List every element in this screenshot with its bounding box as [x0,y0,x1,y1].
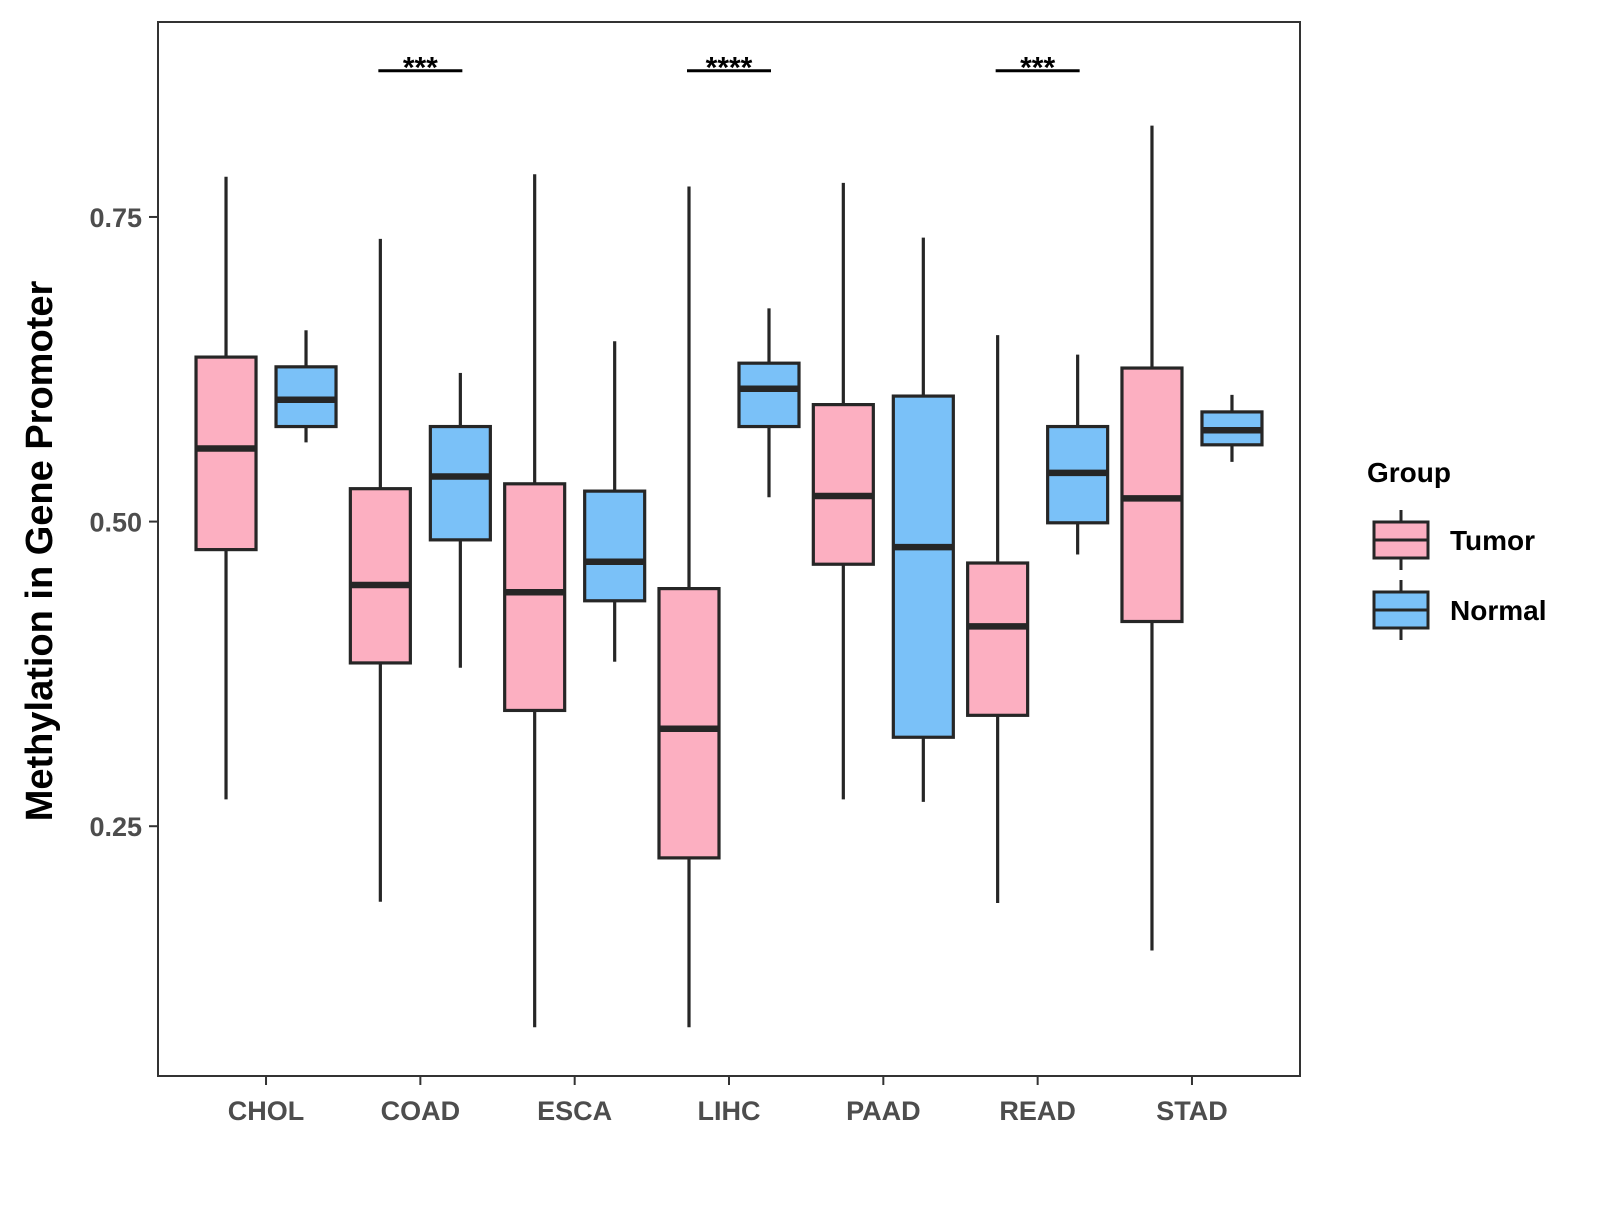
y-axis: 0.25 0.50 0.75 [89,203,158,842]
significance-read: *** [995,52,1080,85]
legend-title: Group [1367,457,1451,488]
box-normal-read [1046,354,1110,555]
y-tick-label: 0.50 [89,508,142,538]
box-iqr [737,361,801,429]
x-axis: CHOL COAD ESCA LIHC PAAD READ STAD [228,1076,1228,1126]
box-iqr [966,561,1030,717]
legend: Group Tumor Normal [1367,457,1546,640]
x-tick-label: PAAD [846,1096,921,1126]
box-tumor-paad [811,182,875,800]
box-iqr [657,587,721,860]
box-iqr [503,482,567,713]
x-tick-label: READ [999,1096,1076,1126]
box-iqr [811,403,875,566]
box-tumor-esca [503,174,567,1028]
x-tick-label: COAD [381,1096,461,1126]
annotations-layer: *** **** *** [378,52,1080,85]
box-tumor-stad [1120,125,1184,951]
x-tick-label: STAD [1156,1096,1228,1126]
box-tumor-read [966,335,1030,903]
box-tumor-lihc [657,186,721,1028]
y-tick-label: 0.25 [89,812,142,842]
significance-label: **** [706,52,753,85]
legend-item-tumor: Tumor [1372,510,1535,570]
significance-lihc: **** [687,52,771,85]
legend-label: Tumor [1450,525,1535,556]
y-axis-title: Methylation in Gene Promoter [19,281,61,822]
box-iqr [348,487,412,665]
significance-label: *** [403,52,438,85]
box-iqr [428,424,492,542]
box-iqr [1120,366,1184,624]
significance-label: *** [1020,52,1055,85]
box-iqr [891,394,955,739]
box-normal-stad [1200,394,1264,462]
box-normal-esca [583,341,647,662]
x-tick-label: LIHC [698,1096,761,1126]
box-normal-paad [891,237,955,802]
significance-coad: *** [378,52,463,85]
box-normal-coad [428,372,492,668]
y-tick-label: 0.75 [89,203,142,233]
boxes-layer [194,125,1264,1028]
box-tumor-chol [194,176,258,800]
legend-item-normal: Normal [1372,580,1546,640]
box-normal-chol [274,330,338,443]
box-iqr [194,355,258,552]
box-iqr [583,489,647,603]
legend-label: Normal [1450,595,1546,626]
box-tumor-coad [348,238,412,902]
x-tick-label: CHOL [228,1096,305,1126]
x-tick-label: ESCA [537,1096,612,1126]
box-normal-lihc [737,308,801,498]
